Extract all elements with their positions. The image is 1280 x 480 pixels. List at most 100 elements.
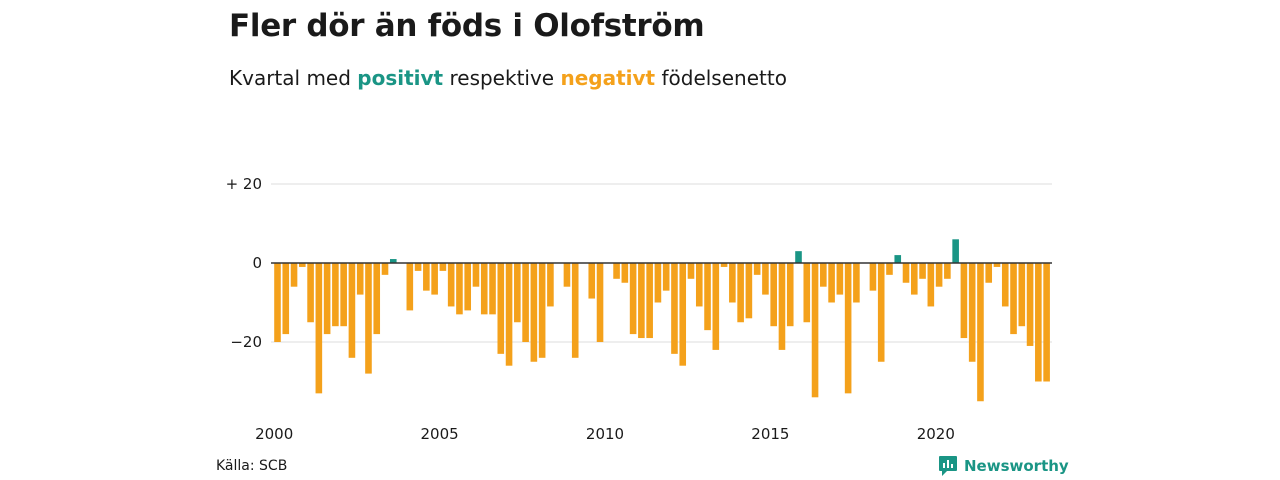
bar	[588, 263, 596, 299]
bar	[820, 263, 827, 287]
bar	[497, 263, 505, 354]
y-tick-label: + 20	[226, 175, 262, 193]
bar	[695, 263, 703, 307]
bar	[356, 263, 364, 295]
bar	[538, 263, 546, 358]
y-axis-ticks: + 20 0 −20	[226, 175, 262, 351]
bar	[762, 263, 769, 295]
y-tick-label: −20	[230, 333, 262, 351]
bar	[431, 263, 438, 295]
bar	[530, 263, 538, 362]
bar	[795, 251, 802, 263]
bars	[274, 239, 1050, 402]
bar	[613, 263, 620, 279]
bar	[886, 263, 893, 275]
bar	[1010, 263, 1017, 335]
x-axis-ticks: 2000 2005 2010 2015 2020	[255, 425, 955, 443]
x-tick-label: 2005	[421, 425, 459, 443]
bar	[1035, 263, 1042, 382]
chart-subtitle: Kvartal med positivt respektive negativt…	[229, 66, 787, 90]
bar	[423, 263, 430, 291]
bar	[927, 263, 935, 307]
subtitle-text-start: Kvartal med	[229, 66, 358, 90]
bar	[737, 263, 744, 323]
bar	[935, 263, 943, 287]
bar	[348, 263, 356, 358]
bar	[472, 263, 480, 287]
bar	[323, 263, 331, 335]
bar	[307, 263, 314, 323]
bar	[919, 263, 926, 279]
bar	[729, 263, 736, 303]
bar	[638, 263, 645, 339]
gridlines	[271, 183, 1052, 343]
x-tick-label: 2010	[586, 425, 624, 443]
bar	[563, 263, 571, 287]
bar	[836, 263, 844, 295]
bar	[514, 263, 521, 323]
bar	[381, 263, 389, 275]
bar	[910, 263, 918, 295]
bar	[315, 263, 323, 394]
bar	[340, 263, 347, 327]
bar	[712, 263, 720, 350]
bar	[332, 263, 339, 327]
bar	[902, 263, 910, 283]
bar	[853, 263, 860, 303]
bar	[968, 263, 976, 362]
bar	[745, 263, 753, 319]
bar	[687, 263, 695, 279]
newsworthy-logo-icon	[939, 456, 957, 476]
bar	[952, 239, 959, 263]
source-note: Källa: SCB	[216, 458, 288, 474]
bar	[299, 263, 306, 267]
bar	[456, 263, 463, 315]
x-tick-label: 2000	[255, 425, 293, 443]
bar	[894, 255, 902, 263]
bar	[505, 263, 513, 366]
bar	[282, 263, 290, 335]
y-tick-label: 0	[252, 254, 262, 272]
bar	[274, 263, 281, 342]
bar	[671, 263, 678, 354]
subtitle-text-middle: respektive	[443, 66, 561, 90]
bar	[778, 263, 786, 350]
bar	[480, 263, 488, 315]
bar	[720, 263, 728, 267]
bar	[571, 263, 579, 358]
bar	[993, 263, 1001, 267]
bar	[522, 263, 529, 342]
subtitle-positive-keyword: positivt	[357, 66, 444, 90]
bar	[828, 263, 835, 303]
bar	[753, 263, 761, 275]
chart-title: Fler dör än föds i Olofström	[229, 8, 705, 44]
brand-name: Newsworthy	[964, 457, 1069, 475]
subtitle-negative-keyword: negativt	[560, 66, 656, 90]
bar	[985, 263, 993, 283]
bar	[877, 263, 885, 362]
bar	[977, 263, 984, 402]
bar	[869, 263, 877, 291]
bar	[547, 263, 554, 307]
bar	[1001, 263, 1009, 307]
bar	[960, 263, 968, 339]
bar	[414, 263, 422, 271]
bar	[1018, 263, 1026, 327]
bar	[596, 263, 604, 342]
bar	[1026, 263, 1034, 346]
bar	[654, 263, 662, 303]
bar	[629, 263, 637, 335]
bar	[844, 263, 852, 394]
bar	[365, 263, 372, 374]
bar	[662, 263, 670, 291]
bar	[373, 263, 381, 335]
bar	[621, 263, 629, 283]
bar	[406, 263, 414, 311]
bar	[786, 263, 794, 327]
bar	[646, 263, 653, 339]
bar	[811, 263, 819, 398]
bar	[389, 259, 397, 263]
bar	[704, 263, 711, 331]
bar	[290, 263, 298, 287]
bar	[803, 263, 811, 323]
